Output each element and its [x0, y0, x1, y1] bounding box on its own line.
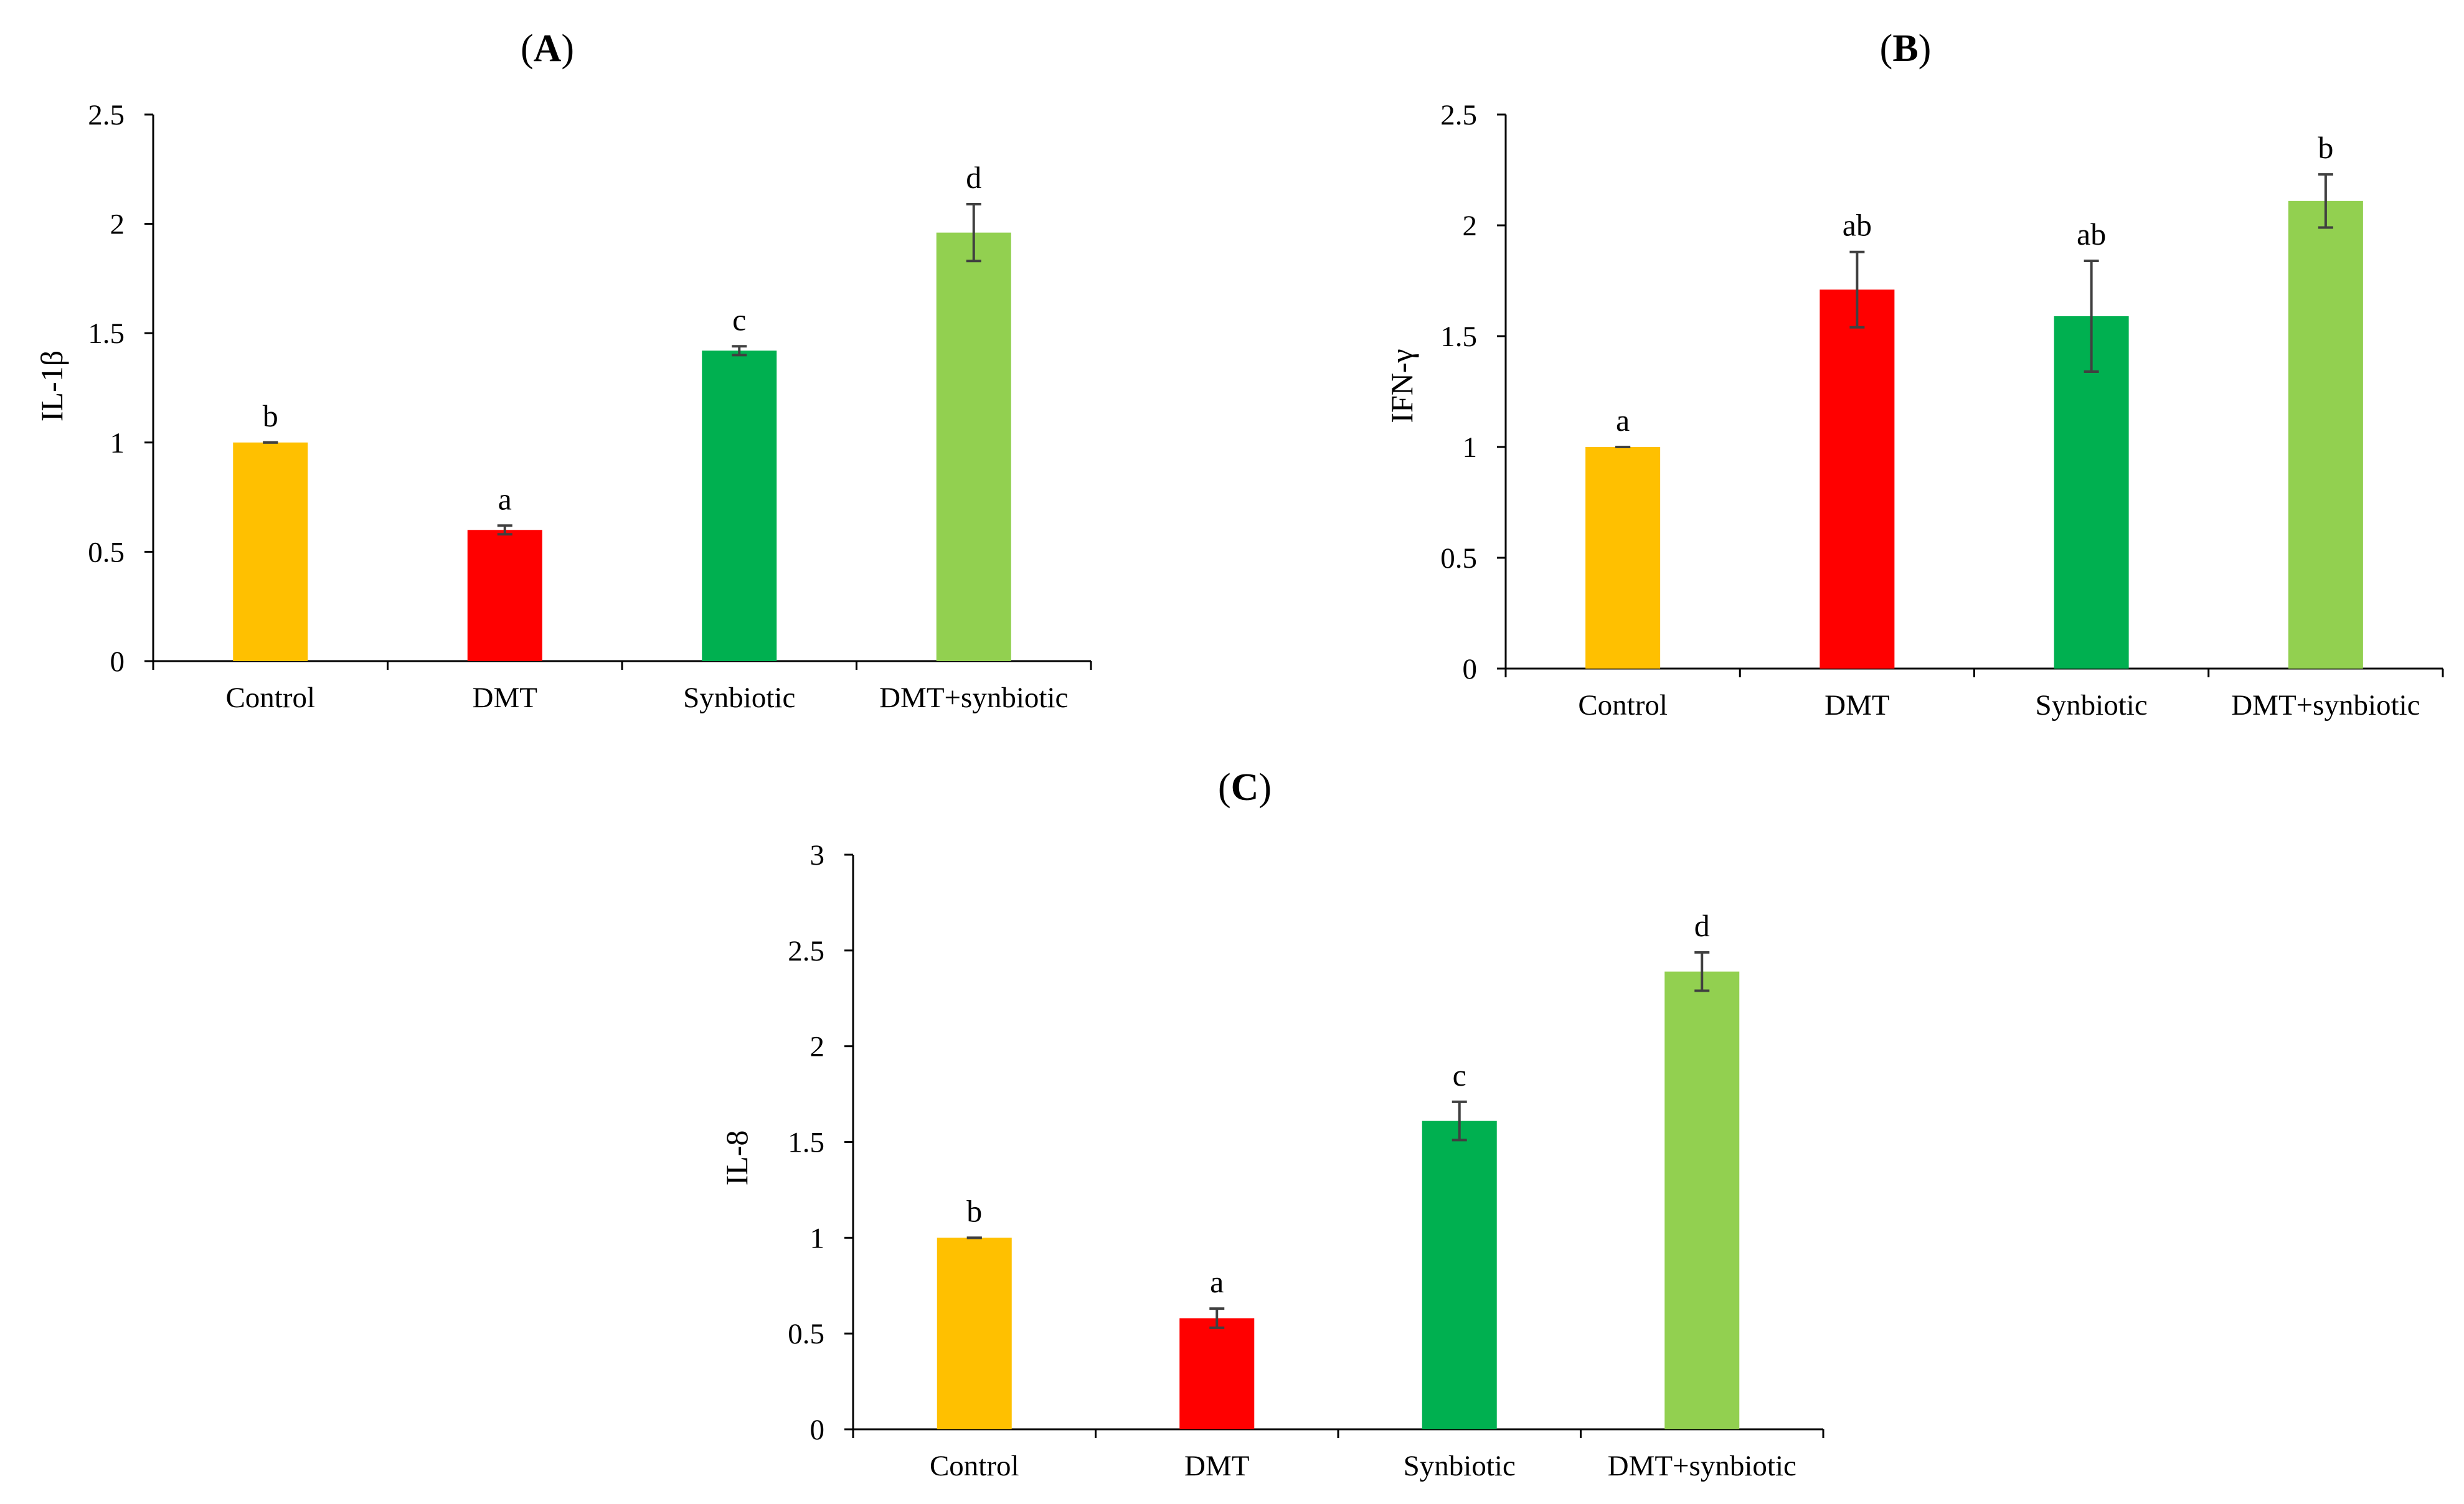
bar-a-3 [936, 232, 1011, 661]
significance-label-c-0: b [966, 1193, 982, 1228]
bar-c-1 [1179, 1318, 1255, 1429]
bar-c-0 [937, 1238, 1012, 1429]
significance-label-b-3: b [2318, 130, 2333, 165]
y-axis-title-a: IL-1β [34, 350, 69, 421]
category-label-a-0: Control [225, 682, 315, 714]
category-label-c-3: DMT+synbiotic [1608, 1450, 1796, 1482]
y-tick-label-c: 0.5 [788, 1318, 824, 1350]
bar-b-2 [2054, 316, 2129, 669]
significance-label-a-2: c [732, 302, 746, 337]
category-label-c-2: Synbiotic [1404, 1450, 1516, 1482]
category-label-b-3: DMT+synbiotic [2231, 689, 2420, 721]
panel-b-label: (B) [1880, 27, 1932, 70]
significance-label-b-2: ab [2077, 217, 2106, 251]
y-tick-label-b: 0 [1463, 653, 1478, 685]
category-label-b-1: DMT [1824, 689, 1889, 721]
significance-label-c-3: d [1694, 908, 1710, 943]
y-tick-label-b: 1.5 [1440, 321, 1477, 353]
significance-label-c-1: a [1210, 1264, 1224, 1299]
bar-b-3 [2288, 200, 2363, 669]
y-tick-label-a: 2 [110, 209, 125, 241]
bar-c-3 [1664, 971, 1740, 1429]
plot-area-a: 0 0.5 1 1.5 2 2.5 b Control a DMT c Synbiotic d DMT+s… [88, 99, 1092, 714]
y-tick-label-c: 1 [810, 1222, 825, 1254]
y-tick-label-a: 0.5 [88, 536, 125, 568]
panel-a-letter: A [534, 27, 562, 70]
y-tick-label-c: 2 [810, 1031, 825, 1063]
y-tick-label-b: 2.5 [1440, 99, 1477, 131]
y-tick-label-c: 1.5 [788, 1127, 824, 1159]
bar-a-1 [467, 530, 542, 661]
y-axis-title-c: IL-8 [719, 1130, 754, 1186]
y-tick-label-a: 0 [110, 646, 125, 678]
panel-b-letter: B [1892, 27, 1918, 70]
significance-label-c-2: c [1453, 1058, 1466, 1093]
significance-label-a-0: b [263, 398, 278, 433]
bar-a-0 [233, 442, 308, 661]
chart-panel-a: (A) IL-1β 0 0.5 1 1.5 2 2.5 b Control a DMT c Synbi… [34, 27, 1092, 714]
y-tick-label-b: 2 [1463, 210, 1478, 242]
category-label-a-2: Synbiotic [683, 682, 795, 714]
category-label-c-1: DMT [1184, 1450, 1249, 1482]
chart-panel-b: (B) IFN-γ 0 0.5 1 1.5 2 2.5 a Control ab DMT ab Syn… [1384, 27, 2444, 721]
plot-area-b: 0 0.5 1 1.5 2 2.5 a Control ab DMT ab Synbiotic b DMT… [1440, 99, 2444, 721]
category-label-a-1: DMT [473, 682, 537, 714]
significance-label-b-1: ab [1843, 208, 1872, 243]
significance-label-a-3: d [966, 160, 981, 195]
bar-a-2 [702, 350, 777, 661]
y-tick-label-a: 1.5 [88, 317, 125, 350]
panel-a-label: (A) [521, 27, 574, 70]
y-tick-label-c: 2.5 [788, 935, 824, 967]
bar-b-1 [1820, 289, 1895, 669]
category-label-a-3: DMT+synbiotic [879, 682, 1068, 714]
category-label-b-2: Synbiotic [2036, 689, 2148, 721]
y-tick-label-c: 3 [810, 839, 825, 872]
significance-label-b-0: a [1616, 403, 1630, 438]
category-label-c-0: Control [930, 1450, 1019, 1482]
y-axis-title-b: IFN-γ [1384, 349, 1419, 423]
y-tick-label-b: 0.5 [1440, 542, 1477, 575]
y-tick-label-b: 1 [1463, 431, 1478, 464]
plot-area-c: 0 0.5 1 1.5 2 2.5 3 b Control a DMT c Synbiotic d DMT+… [788, 839, 1824, 1482]
y-tick-label-a: 1 [110, 427, 125, 459]
bar-b-0 [1585, 447, 1661, 669]
bar-c-2 [1422, 1121, 1497, 1429]
chart-panel-c: (C) IL-8 0 0.5 1 1.5 2 2.5 3 b Control a DMT c Synbi… [719, 766, 1824, 1482]
panel-c-letter: C [1231, 766, 1259, 809]
category-label-b-0: Control [1578, 689, 1668, 721]
y-tick-label-c: 0 [810, 1414, 825, 1446]
y-tick-label-a: 2.5 [88, 99, 125, 131]
significance-label-a-1: a [498, 481, 512, 516]
panel-c-label: (C) [1218, 766, 1272, 809]
